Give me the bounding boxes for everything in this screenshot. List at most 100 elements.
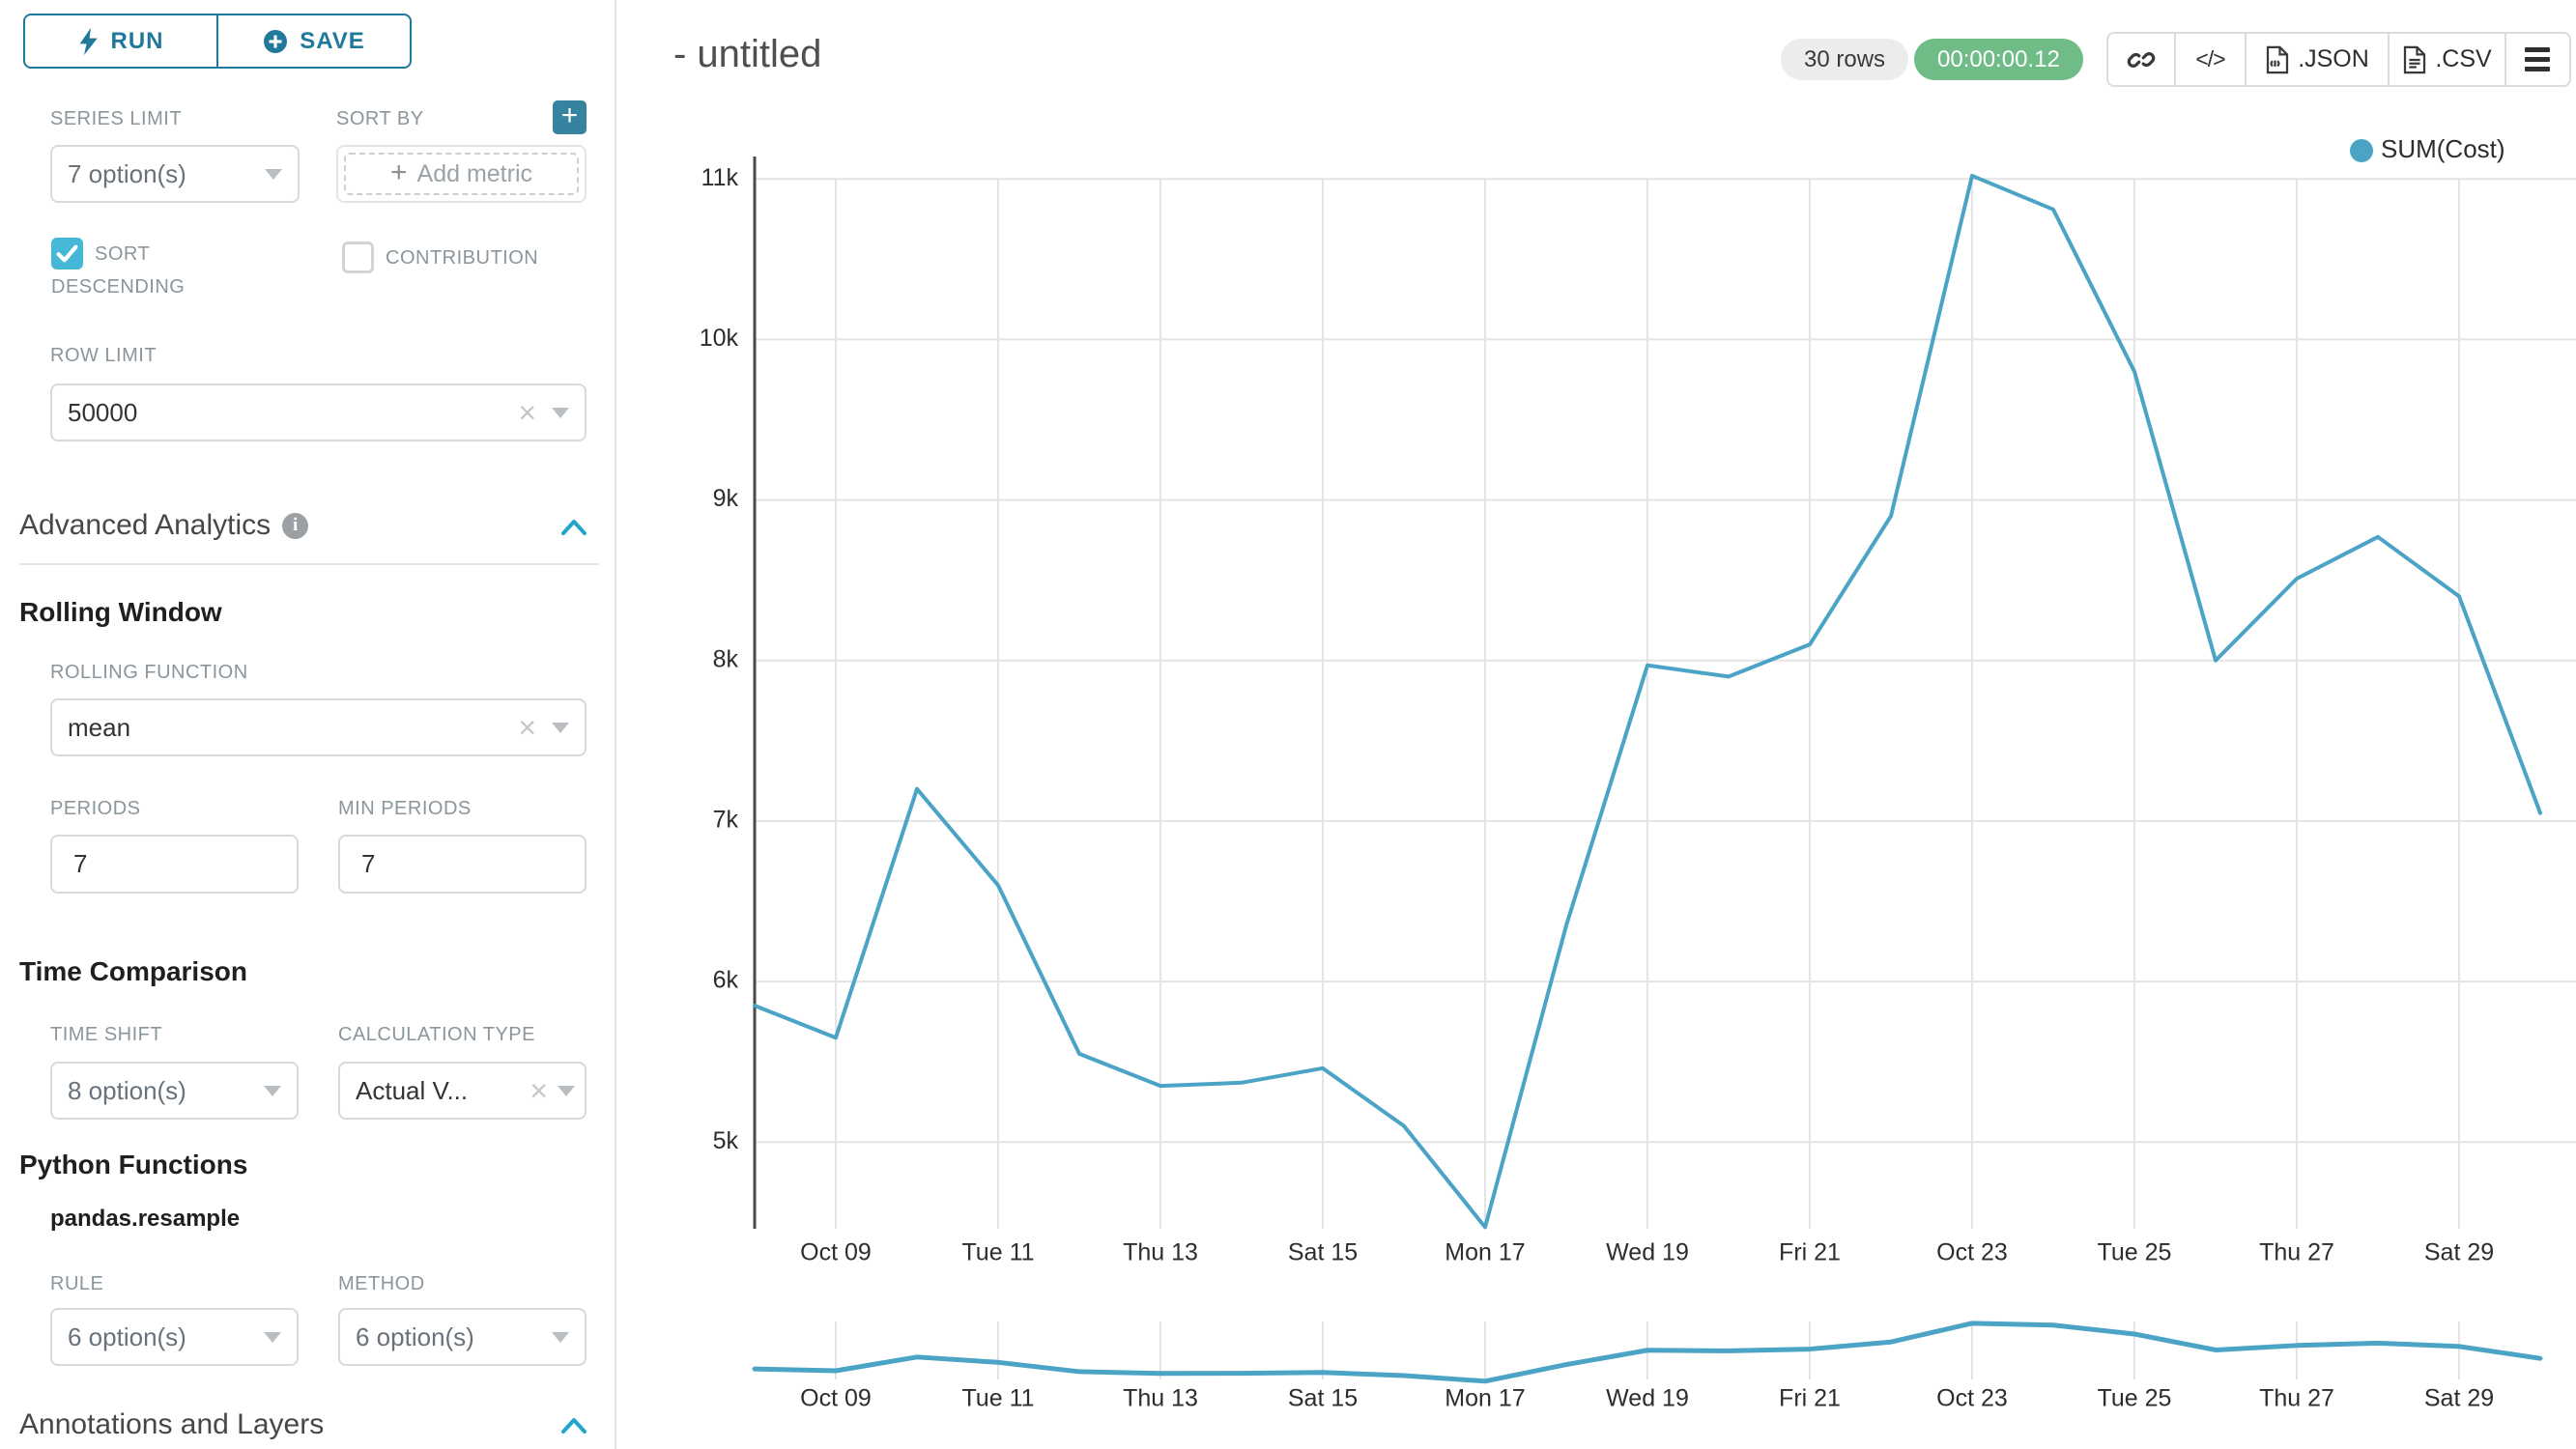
csv-button-label: .CSV xyxy=(2435,45,2492,72)
x-axis-tick-label: Thu 13 xyxy=(1123,1239,1198,1266)
periods-value: 7 xyxy=(73,849,88,878)
clear-icon[interactable]: × xyxy=(518,710,536,745)
more-options-button[interactable] xyxy=(2506,34,2567,85)
sort-descending-control: SORT DESCENDING xyxy=(51,238,264,303)
chevron-down-icon xyxy=(264,1085,281,1096)
sort-by-label: SORT BY xyxy=(336,108,424,129)
save-button[interactable]: SAVE xyxy=(216,15,410,67)
time-shift-select[interactable]: 8 option(s) xyxy=(50,1062,299,1120)
y-axis-tick-label: 7k xyxy=(713,807,739,834)
min-periods-input[interactable]: 7 xyxy=(338,835,587,894)
python-functions-title: Python Functions xyxy=(19,1150,248,1179)
control-panel-sidebar: RUN SAVE SERIES LIMIT 7 option(s) SORT B… xyxy=(0,0,616,1449)
export-csv-button[interactable]: .CSV xyxy=(2390,34,2506,85)
plus-icon: + xyxy=(389,156,408,188)
time-shift-value: 8 option(s) xyxy=(68,1075,186,1105)
rule-label: RULE xyxy=(50,1273,104,1294)
json-button-label: .JSON xyxy=(2298,45,2369,72)
chevron-down-icon xyxy=(265,168,282,180)
run-save-button-group: RUN SAVE xyxy=(23,14,412,69)
x-axis-tick-label: Sat 29 xyxy=(2424,1239,2494,1266)
query-timer-badge: 00:00:00.12 xyxy=(1914,39,2083,80)
min-periods-value: 7 xyxy=(361,849,376,878)
run-button[interactable]: RUN xyxy=(25,15,216,67)
mini-sum-cost-line[interactable] xyxy=(752,1321,2543,1384)
lightning-icon xyxy=(79,27,98,55)
collapse-section-icon[interactable] xyxy=(560,518,587,537)
y-axis-tick-label: 11k xyxy=(701,164,739,191)
x-axis-tick-label: Sat 15 xyxy=(1288,1239,1358,1266)
mini-x-axis-tick-label: Thu 27 xyxy=(2259,1385,2334,1412)
sum-cost-line[interactable] xyxy=(753,173,2542,1230)
rolling-window-title: Rolling Window xyxy=(19,597,222,627)
rolling-function-value: mean xyxy=(68,712,131,742)
method-label: METHOD xyxy=(338,1273,425,1294)
chevron-down-icon xyxy=(264,1331,281,1343)
rolling-function-select[interactable]: mean × xyxy=(50,698,587,756)
advanced-analytics-title: Advanced Analytics xyxy=(19,509,272,541)
x-axis-tick-label: Oct 09 xyxy=(800,1239,872,1266)
contribution-control: CONTRIBUTION xyxy=(342,242,603,274)
time-comparison-title: Time Comparison xyxy=(19,956,247,986)
calculation-type-label: CALCULATION TYPE xyxy=(338,1024,535,1045)
mini-x-axis-tick-label: Tue 11 xyxy=(961,1385,1034,1412)
rule-value: 6 option(s) xyxy=(68,1321,186,1351)
add-metric-placeholder[interactable]: + Add metric xyxy=(344,153,579,195)
method-value: 6 option(s) xyxy=(356,1321,474,1351)
method-select[interactable]: 6 option(s) xyxy=(338,1308,587,1366)
section-divider xyxy=(19,563,599,565)
sort-descending-checkbox[interactable] xyxy=(51,238,83,270)
add-metric-placeholder-text: Add metric xyxy=(416,159,532,187)
code-icon: </> xyxy=(2195,46,2225,71)
row-limit-select[interactable]: 50000 × xyxy=(50,384,587,441)
mini-x-axis-tick-label: Oct 23 xyxy=(1936,1385,2008,1412)
clear-icon[interactable]: × xyxy=(530,1073,548,1108)
file-json-icon xyxy=(2267,45,2289,73)
x-axis-tick-label: Tue 25 xyxy=(2098,1239,2172,1266)
advanced-analytics-heading: Advanced Analytics i xyxy=(19,509,309,542)
embed-code-button[interactable]: </> xyxy=(2176,34,2247,85)
series-limit-label: SERIES LIMIT xyxy=(50,108,183,129)
check-icon xyxy=(56,244,78,263)
chevron-down-icon xyxy=(552,407,569,418)
y-axis-tick-label: 10k xyxy=(700,325,739,352)
legend-swatch[interactable] xyxy=(2350,139,2373,162)
chevron-down-icon xyxy=(558,1085,575,1096)
periods-input[interactable]: 7 xyxy=(50,835,299,894)
annotations-layers-title: Annotations and Layers xyxy=(19,1408,325,1440)
sort-by-metric-dropzone[interactable]: + Add metric xyxy=(336,145,587,203)
y-axis-tick-label: 5k xyxy=(713,1127,739,1154)
save-button-label: SAVE xyxy=(300,27,365,54)
rule-select[interactable]: 6 option(s) xyxy=(50,1308,299,1366)
pandas-resample-subtitle: pandas.resample xyxy=(50,1206,241,1232)
mini-x-axis-tick-label: Mon 17 xyxy=(1445,1385,1525,1412)
annotations-layers-heading: Annotations and Layers xyxy=(19,1408,324,1441)
export-json-button[interactable]: .JSON xyxy=(2247,34,2390,85)
contribution-checkbox[interactable] xyxy=(342,242,374,273)
mini-x-axis-tick-label: Sat 29 xyxy=(2424,1385,2494,1412)
mini-x-axis-tick-label: Fri 21 xyxy=(1779,1385,1841,1412)
chevron-down-icon xyxy=(552,1331,569,1343)
series-limit-select[interactable]: 7 option(s) xyxy=(50,145,300,203)
plus-icon: + xyxy=(560,99,579,131)
add-sort-metric-button[interactable]: + xyxy=(553,100,587,134)
sort-descending-label: SORT DESCENDING xyxy=(51,243,186,298)
mini-x-axis-tick-label: Oct 09 xyxy=(800,1385,872,1412)
time-shift-label: TIME SHIFT xyxy=(50,1024,163,1045)
row-limit-value: 50000 xyxy=(68,397,138,427)
legend-label[interactable]: SUM(Cost) xyxy=(2381,134,2505,163)
collapse-section-icon[interactable] xyxy=(560,1416,587,1435)
x-axis-tick-label: Mon 17 xyxy=(1445,1239,1525,1266)
x-axis-tick-label: Wed 19 xyxy=(1606,1239,1689,1266)
calculation-type-select[interactable]: Actual V... × xyxy=(338,1062,587,1120)
link-icon xyxy=(2127,51,2156,68)
clear-icon[interactable]: × xyxy=(518,395,536,430)
mini-x-axis-tick-label: Tue 25 xyxy=(2098,1385,2172,1412)
copy-link-button[interactable] xyxy=(2108,34,2176,85)
info-icon[interactable]: i xyxy=(282,512,309,539)
y-axis-tick-label: 6k xyxy=(713,967,739,994)
chart-title[interactable]: - untitled xyxy=(673,33,822,75)
mini-x-axis-tick-label: Sat 15 xyxy=(1288,1385,1358,1412)
